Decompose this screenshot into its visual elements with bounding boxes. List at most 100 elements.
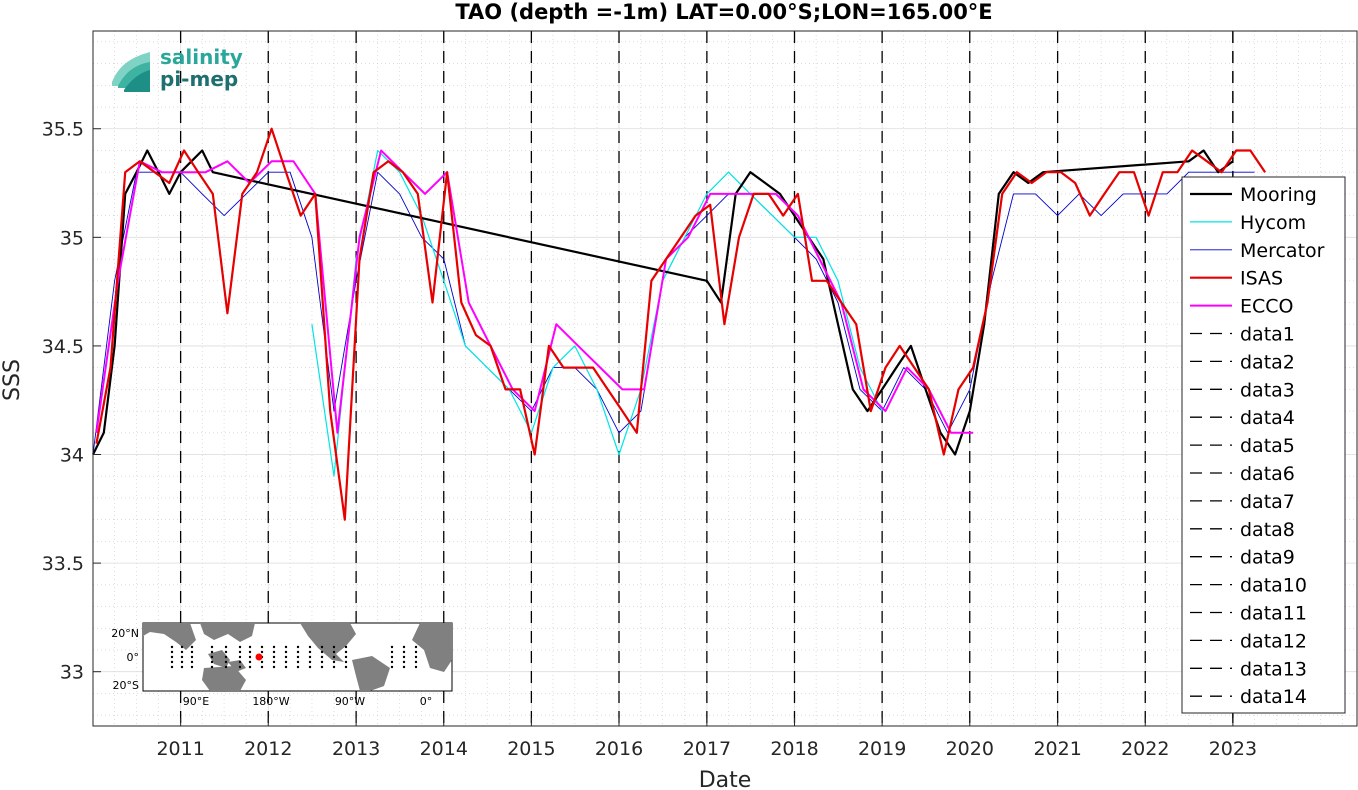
- x-tick-label: 2023: [1209, 738, 1257, 760]
- legend-label-data4: data4: [1240, 407, 1295, 429]
- inset-mooring-dot: [224, 650, 228, 654]
- plot-frame: [92, 30, 1358, 727]
- legend-label-data14: data14: [1240, 686, 1307, 708]
- logo-wave-icon: [112, 52, 150, 92]
- plot-background: [93, 31, 1357, 726]
- inset-mooring-dot: [320, 665, 324, 669]
- inset-mooring-dot: [414, 655, 418, 659]
- inset-mooring-dot: [284, 665, 288, 669]
- inset-mooring-dot: [248, 645, 252, 649]
- inset-mooring-dot: [390, 650, 394, 654]
- inset-mooring-dot: [224, 645, 228, 649]
- inset-mooring-dot: [344, 645, 348, 649]
- inset-mooring-dot: [238, 665, 242, 669]
- legend-items: Mooring Hycom Mercator ISAS ECCO data1 data2 da…: [1190, 184, 1325, 708]
- legend-label-data13: data13: [1240, 658, 1307, 680]
- inset-mooring-dot: [284, 655, 288, 659]
- inset-mooring-dot: [190, 655, 194, 659]
- series-line-isas: [95, 127, 1267, 521]
- x-tick-label: 2020: [946, 738, 994, 760]
- inset-lon-label-0: 0°: [420, 695, 433, 708]
- inset-mooring-dot: [170, 650, 174, 654]
- inset-mooring-dot: [402, 655, 406, 659]
- inset-mooring-dot: [402, 650, 406, 654]
- legend-label-data5: data5: [1240, 435, 1295, 457]
- inset-mooring-dot: [248, 665, 252, 669]
- inset-mooring-dot: [390, 655, 394, 659]
- inset-mooring-dot: [238, 655, 242, 659]
- inset-mooring-dot: [272, 645, 276, 649]
- inset-location-marker: [255, 653, 263, 661]
- inset-mooring-dot: [272, 650, 276, 654]
- inset-lon-label-90e: 90°E: [183, 695, 209, 708]
- inset-land: [143, 623, 452, 691]
- legend-label-data6: data6: [1240, 463, 1295, 485]
- legend-label-data2: data2: [1240, 351, 1295, 373]
- inset-mooring-dot: [190, 660, 194, 664]
- inset-mooring-dot: [284, 645, 288, 649]
- inset-mooring-dot: [190, 645, 194, 649]
- inset-mooring-dot: [272, 665, 276, 669]
- legend-label-data10: data10: [1240, 575, 1307, 597]
- y-tick-label: 33: [60, 662, 84, 684]
- inset-mooring-dot: [332, 645, 336, 649]
- x-tick-label: 2012: [244, 738, 292, 760]
- inset-mooring-dot: [224, 660, 228, 664]
- inset-mooring-dot: [320, 660, 324, 664]
- inset-mooring-dot: [308, 660, 312, 664]
- inset-mooring-dot: [272, 660, 276, 664]
- inset-mooring-dot: [284, 650, 288, 654]
- inset-mooring-dot: [210, 665, 214, 669]
- inset-mooring-dot: [344, 650, 348, 654]
- x-tick-label: 2015: [507, 738, 555, 760]
- legend-label-hycom: Hycom: [1240, 212, 1306, 234]
- inset-mooring-dot: [414, 660, 418, 664]
- inset-mooring-dot: [260, 660, 264, 664]
- inset-mooring-dot: [248, 660, 252, 664]
- x-tick-label: 2014: [420, 738, 468, 760]
- inset-mooring-dot: [344, 665, 348, 669]
- inset-mooring-dot: [170, 655, 174, 659]
- inset-mooring-dot: [414, 665, 418, 669]
- inset-mooring-dot: [414, 645, 418, 649]
- inset-mooring-dot: [308, 665, 312, 669]
- inset-mooring-dot: [332, 665, 336, 669]
- inset-mooring-dot: [238, 650, 242, 654]
- inset-mooring-dot: [390, 660, 394, 664]
- inset-mooring-dot: [320, 655, 324, 659]
- inset-mooring-dot: [332, 660, 336, 664]
- inset-mooring-dot: [296, 660, 300, 664]
- salinity-pi-mep-logo: salinity pi-mep: [112, 45, 243, 92]
- inset-mooring-dot: [248, 650, 252, 654]
- x-tick-label: 2022: [1121, 738, 1169, 760]
- inset-mooring-dot: [248, 655, 252, 659]
- x-tick-label: 2017: [683, 738, 731, 760]
- inset-mooring-dot: [284, 660, 288, 664]
- inset-lat-label-south: 20°S: [113, 679, 139, 692]
- series-line-mooring: [92, 149, 1234, 456]
- chart-title: TAO (depth =-1m) LAT=0.00°S;LON=165.00°E: [455, 0, 992, 24]
- x-tick-label: 2018: [770, 738, 818, 760]
- inset-mooring-dot: [224, 655, 228, 659]
- inset-mooring-dot: [308, 655, 312, 659]
- inset-lat-label-north: 20°N: [111, 627, 139, 640]
- inset-mooring-dot: [238, 660, 242, 664]
- legend-label-ecco: ECCO: [1240, 296, 1294, 318]
- legend-label-mooring: Mooring: [1240, 184, 1317, 206]
- inset-mooring-dot: [210, 655, 214, 659]
- inset-mooring-dot: [170, 645, 174, 649]
- inset-mooring-dot: [170, 660, 174, 664]
- x-tick-label: 2011: [156, 738, 204, 760]
- inset-mooring-dot: [210, 660, 214, 664]
- inset-mooring-dot: [210, 650, 214, 654]
- inset-mooring-dot: [238, 645, 242, 649]
- y-axis-label: SSS: [0, 359, 25, 401]
- legend-label-data12: data12: [1240, 630, 1307, 652]
- y-tick-label: 35: [60, 227, 84, 249]
- inset-lon-label-180w: 180°W: [252, 695, 289, 708]
- x-axis-label: Date: [699, 768, 752, 790]
- inset-mooring-dot: [308, 650, 312, 654]
- inset-mooring-dot: [332, 650, 336, 654]
- inset-mooring-dot: [170, 665, 174, 669]
- legend-label-data3: data3: [1240, 379, 1295, 401]
